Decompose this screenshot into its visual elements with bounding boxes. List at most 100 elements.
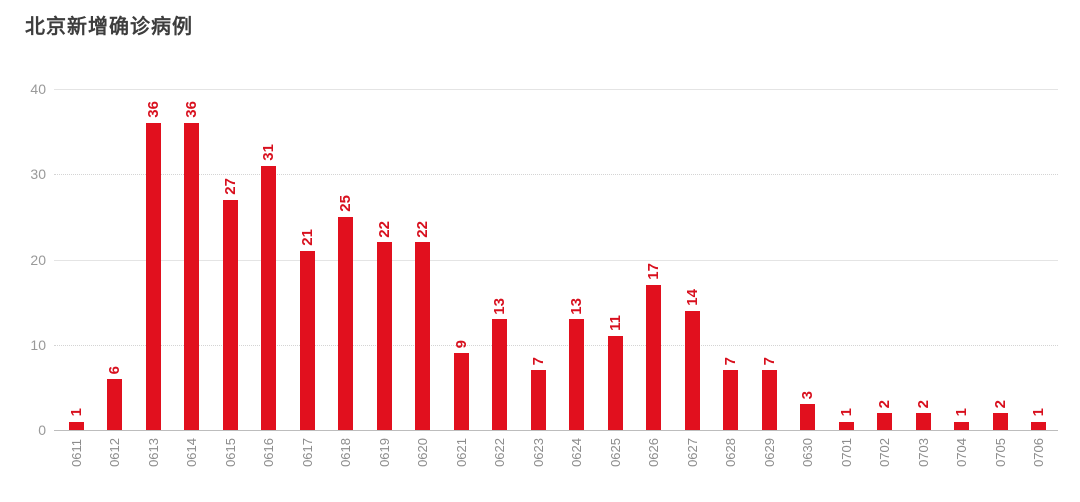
x-tick-label: 0611: [68, 438, 84, 467]
bar-value-label: 13: [568, 297, 586, 315]
plot-area: 1 6 36 36 27 31 21 25 22 22 9 13 7 13 11 17 14 7 7 3 1 2 2 1 2 1: [54, 89, 1058, 431]
bar-0630: [800, 404, 816, 430]
bar-0622: [492, 319, 508, 430]
x-tick-label: 0630: [800, 438, 816, 467]
x-tick-cell: 0701: [827, 438, 866, 467]
y-tick-label: 30: [30, 166, 46, 183]
x-tick-label: 0620: [415, 438, 431, 467]
x-tick-label: 0705: [992, 438, 1008, 467]
x-tick-label: 0704: [954, 438, 970, 467]
bar-0614: [184, 123, 200, 430]
chart-title: 北京新增确诊病例: [25, 16, 193, 38]
x-tick-cell: 0620: [404, 438, 443, 467]
x-tick-label: 0623: [530, 438, 546, 467]
bar-value-label: 36: [144, 101, 162, 119]
bar-0619: [376, 242, 392, 430]
x-tick-cell: 0619: [365, 438, 404, 467]
x-tick-label: 0614: [184, 438, 200, 467]
x-tick-cell: 0702: [866, 438, 905, 467]
x-tick-label: 0624: [569, 438, 585, 467]
bar-value-label: 22: [414, 220, 432, 238]
bar-0625: [607, 336, 623, 430]
bar-slot: 1: [827, 89, 866, 430]
x-tick-cell: 0706: [1020, 438, 1059, 467]
bar-value-label: 2: [914, 399, 932, 408]
bar-0628: [723, 370, 739, 430]
bar-0704: [954, 421, 970, 430]
bar-0612: [107, 378, 123, 430]
bar-slot: 11: [596, 89, 635, 430]
x-tick-cell: 0618: [327, 438, 366, 467]
bar-slot: 36: [134, 89, 173, 430]
bar-slot: 27: [211, 89, 250, 430]
bar-0611: [68, 421, 84, 430]
bar-0705: [992, 412, 1008, 430]
bar-slot: 17: [635, 89, 674, 430]
bar-value-label: 9: [452, 339, 470, 349]
x-tick-label: 0617: [299, 438, 315, 467]
bar-slot: 2: [904, 89, 943, 430]
bar-0620: [415, 242, 431, 430]
gridline: [54, 174, 1058, 176]
bar-0627: [684, 310, 700, 430]
x-tick-cell: 0626: [635, 438, 674, 467]
bar-slot: 3: [789, 89, 828, 430]
bar-slot: 2: [981, 89, 1020, 430]
x-tick-cell: 0614: [173, 438, 212, 467]
bar-slot: 25: [327, 89, 366, 430]
bar-slot: 14: [673, 89, 712, 430]
x-tick-label: 0625: [607, 438, 623, 467]
bar-0624: [569, 319, 585, 430]
x-tick-label: 0701: [838, 438, 854, 467]
y-tick-label: 40: [30, 81, 46, 97]
bar-value-label: 1: [953, 408, 971, 417]
bar-value-label: 27: [221, 178, 239, 195]
gridline: [54, 89, 1058, 90]
bar-value-label: 6: [106, 365, 124, 374]
x-tick-cell: 0625: [596, 438, 635, 467]
x-tick-cell: 0705: [981, 438, 1020, 467]
bar-0623: [530, 370, 546, 430]
bar-slot: 7: [519, 89, 558, 430]
bar-0626: [646, 285, 662, 430]
bar-0629: [761, 370, 777, 430]
bar-value-label: 2: [876, 399, 894, 408]
bar-value-label: 7: [529, 356, 547, 366]
x-tick-label: 0619: [376, 438, 392, 467]
x-tick-cell: 0628: [712, 438, 751, 467]
bar-slot: 31: [250, 89, 289, 430]
bar-value-label: 13: [491, 297, 509, 315]
x-tick-label: 0626: [646, 438, 662, 467]
x-tick-label: 0703: [915, 438, 931, 467]
x-tick-label: 0706: [1031, 438, 1047, 467]
bar-0616: [261, 165, 277, 430]
bar-0702: [877, 412, 893, 430]
y-tick-label: 0: [38, 422, 46, 438]
bar-slot: 22: [365, 89, 404, 430]
bar-slot: 36: [173, 89, 212, 430]
bar-value-label: 7: [722, 356, 740, 366]
bar-series: 1 6 36 36 27 31 21 25 22 22 9 13 7 13 11 17 14 7 7 3 1 2 2 1 2 1: [57, 89, 1058, 430]
y-tick-label: 10: [30, 336, 46, 353]
x-axis-line: [54, 430, 1058, 431]
bar-value-label: 3: [799, 391, 817, 400]
bar-value-label: 14: [683, 289, 701, 306]
x-tick-cell: 0617: [288, 438, 327, 467]
x-tick-cell: 0704: [943, 438, 982, 467]
x-tick-label: 0616: [261, 438, 277, 467]
x-tick-label: 0621: [453, 438, 469, 467]
bar-slot: 7: [750, 89, 789, 430]
x-tick-cell: 0612: [96, 438, 135, 467]
x-tick-cell: 0623: [519, 438, 558, 467]
bar-slot: 1: [943, 89, 982, 430]
y-axis-labels: 0 10 20 30 40: [0, 0, 46, 502]
bar-value-label: 1: [837, 408, 855, 417]
bar-0615: [222, 199, 238, 430]
x-tick-label: 0628: [723, 438, 739, 467]
x-tick-cell: 0624: [558, 438, 597, 467]
x-tick-cell: 0703: [904, 438, 943, 467]
bar-slot: 1: [57, 89, 96, 430]
x-tick-label: 0613: [145, 438, 161, 467]
bar-value-label: 22: [375, 220, 393, 238]
